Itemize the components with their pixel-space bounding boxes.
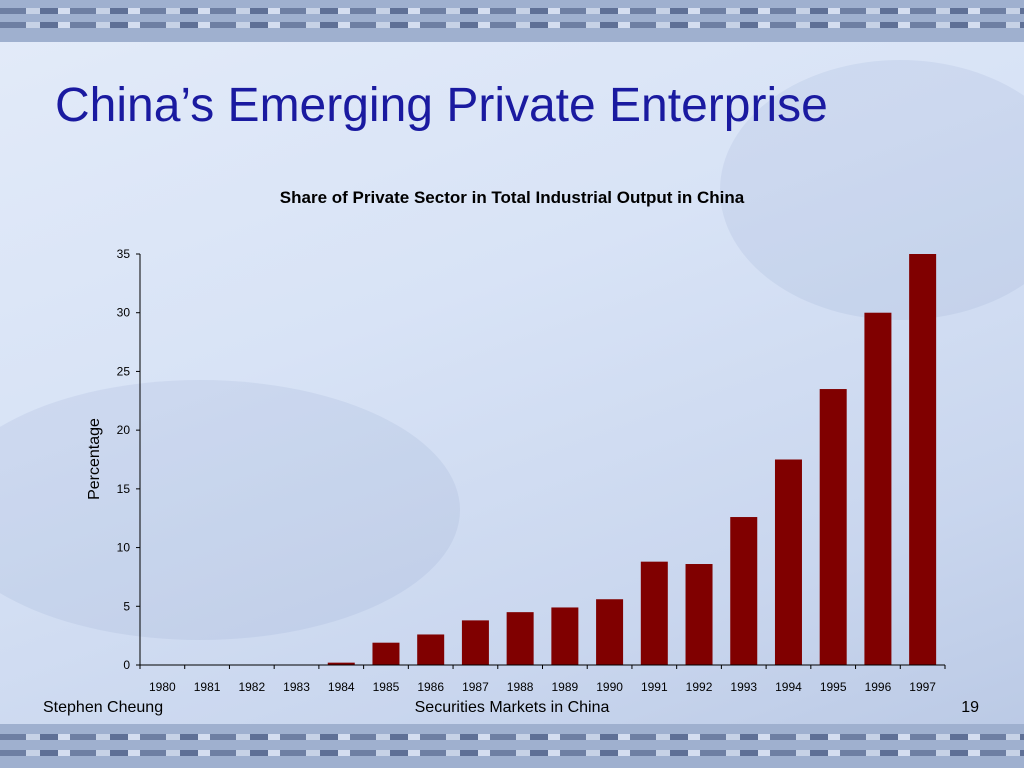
x-tick-label: 1984 <box>328 680 355 694</box>
bar-1987 <box>461 620 489 665</box>
bar-1985 <box>372 642 400 665</box>
x-tick-label: 1989 <box>552 680 579 694</box>
x-tick-label: 1986 <box>417 680 444 694</box>
y-tick-label: 0 <box>123 658 130 672</box>
footer-course-title: Securities Markets in China <box>414 699 610 716</box>
y-tick-label: 35 <box>117 247 131 261</box>
x-tick-label: 1983 <box>283 680 310 694</box>
bar-1988 <box>506 612 534 665</box>
x-tick-label: 1994 <box>775 680 802 694</box>
x-tick-label: 1993 <box>730 680 757 694</box>
x-tick-label: 1981 <box>194 680 221 694</box>
top-brick-row-1 <box>0 8 1024 14</box>
x-ticks-group: 1980 1981 1982 1983 1984 1985 1986 1987 1988 1989… <box>139 665 946 694</box>
bar-1989 <box>551 607 579 665</box>
y-tick-label: 15 <box>117 482 131 496</box>
background-wall-image <box>0 380 460 640</box>
x-tick-label: 1980 <box>149 680 176 694</box>
bar-1995 <box>819 389 847 665</box>
chart-title: Share of Private Sector in Total Industr… <box>279 188 745 207</box>
x-tick-label: 1992 <box>686 680 713 694</box>
bar-1996 <box>864 312 892 665</box>
bar-1990 <box>596 599 624 665</box>
x-tick-label: 1995 <box>820 680 847 694</box>
footer-author: Stephen Cheung <box>43 699 164 716</box>
bar-1992 <box>685 564 713 665</box>
bottom-wall-band <box>0 724 1024 768</box>
bar-1994 <box>774 459 802 665</box>
page-number: 19 <box>961 699 979 716</box>
x-tick-label: 1982 <box>238 680 265 694</box>
slide-title: China’s Emerging Private Enterprise <box>55 79 828 132</box>
y-tick-label: 5 <box>123 599 130 613</box>
x-tick-label: 1997 <box>909 680 936 694</box>
bar-1993 <box>730 517 758 665</box>
y-tick-label: 10 <box>117 541 131 555</box>
bar-1986 <box>417 634 445 665</box>
x-tick-label: 1988 <box>507 680 534 694</box>
x-tick-label: 1991 <box>641 680 668 694</box>
top-wall-band <box>0 0 1024 42</box>
bottom-brick-row-1 <box>0 734 1024 740</box>
y-tick-label: 25 <box>117 364 131 378</box>
x-tick-label: 1987 <box>462 680 489 694</box>
x-tick-label: 1996 <box>865 680 892 694</box>
bar-1991 <box>640 561 668 665</box>
x-tick-label: 1990 <box>596 680 623 694</box>
y-tick-label: 30 <box>117 306 131 320</box>
bar-1997 <box>909 254 937 665</box>
x-tick-label: 1985 <box>373 680 400 694</box>
bar-1984 <box>327 662 355 665</box>
y-tick-label: 20 <box>117 423 131 437</box>
y-axis-label: Percentage <box>86 418 103 500</box>
background-wall-image <box>720 60 1024 320</box>
bottom-brick-row-2 <box>0 750 1024 756</box>
top-brick-row-2 <box>0 22 1024 28</box>
y-ticks-group: 0 5 10 15 20 25 30 35 <box>117 247 140 672</box>
bars-group <box>327 254 937 665</box>
